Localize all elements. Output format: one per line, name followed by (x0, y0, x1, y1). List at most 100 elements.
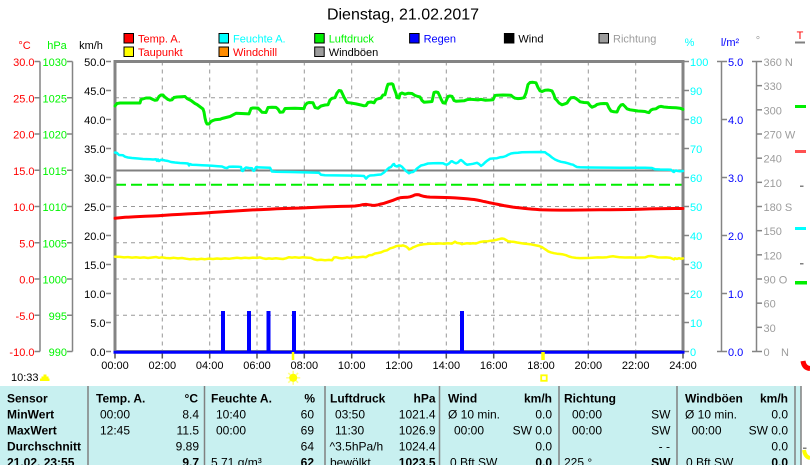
svg-text:9.7: 9.7 (182, 456, 199, 465)
svg-text:04:00: 04:00 (196, 360, 224, 372)
svg-text:9.89: 9.89 (176, 440, 200, 454)
svg-text:1026.9: 1026.9 (399, 424, 436, 438)
svg-text:50: 50 (690, 202, 702, 214)
svg-text:Wind: Wind (518, 34, 543, 46)
svg-text:Taupunkt: Taupunkt (138, 47, 183, 59)
svg-text:1030: 1030 (43, 57, 67, 69)
svg-text:30.0: 30.0 (84, 173, 105, 185)
svg-text:5.0: 5.0 (728, 57, 743, 69)
svg-text:180 S: 180 S (764, 202, 793, 214)
svg-text:20.0: 20.0 (13, 130, 34, 142)
svg-text:hPa: hPa (413, 392, 435, 406)
svg-text:Windböen: Windböen (329, 47, 379, 59)
svg-text:5.71 g/m³: 5.71 g/m³ (211, 456, 262, 465)
svg-text:330: 330 (764, 81, 782, 93)
svg-text:22:00: 22:00 (622, 360, 650, 372)
svg-text:2.0: 2.0 (728, 231, 743, 243)
svg-text:0.0: 0.0 (19, 275, 34, 287)
svg-text:10: 10 (690, 318, 702, 330)
svg-text:Feuchte A.: Feuchte A. (233, 34, 286, 46)
svg-text:Feuchte A.: Feuchte A. (211, 392, 272, 406)
svg-text:3.0: 3.0 (728, 173, 743, 185)
svg-text:10:40: 10:40 (216, 408, 246, 422)
svg-text:1.0: 1.0 (728, 289, 743, 301)
svg-text:00:00: 00:00 (572, 424, 602, 438)
svg-text:90: 90 (690, 86, 702, 98)
svg-text:20.0: 20.0 (84, 231, 105, 243)
svg-text:0: 0 (690, 347, 696, 359)
svg-text:1020: 1020 (43, 130, 67, 142)
svg-text:0: 0 (764, 347, 770, 359)
svg-text:00:00: 00:00 (692, 424, 722, 438)
svg-text:l/m²: l/m² (721, 37, 740, 49)
svg-text:16:00: 16:00 (480, 360, 508, 372)
svg-text:0.0: 0.0 (90, 347, 105, 359)
svg-text:SW: SW (651, 456, 671, 465)
svg-text:^3.5hPa/h: ^3.5hPa/h (330, 440, 384, 454)
svg-text:0.0: 0.0 (771, 440, 788, 454)
svg-text:1024.4: 1024.4 (399, 440, 436, 454)
svg-text:0.0: 0.0 (771, 456, 788, 465)
svg-text:1023.5: 1023.5 (399, 456, 436, 465)
svg-text:10.0: 10.0 (84, 289, 105, 301)
svg-text:990: 990 (49, 347, 67, 359)
svg-text:T: T (797, 30, 804, 42)
svg-text:bewölkt: bewölkt (330, 456, 371, 465)
svg-text:Temp. A.: Temp. A. (96, 392, 145, 406)
svg-text:300: 300 (764, 105, 782, 117)
svg-text:Windböen: Windböen (685, 392, 743, 406)
svg-text:30: 30 (764, 323, 776, 335)
svg-text:20: 20 (690, 289, 702, 301)
svg-text:MinWert: MinWert (7, 408, 54, 422)
svg-text:150: 150 (764, 226, 782, 238)
svg-text:Ø 10 min.: Ø 10 min. (685, 408, 737, 422)
svg-text:08:00: 08:00 (291, 360, 319, 372)
svg-text:45.0: 45.0 (84, 86, 105, 98)
svg-text:20:00: 20:00 (575, 360, 603, 372)
svg-text:225 °: 225 ° (564, 456, 592, 465)
svg-text:km/h: km/h (760, 392, 788, 406)
svg-text:11:30: 11:30 (335, 424, 364, 438)
svg-text:90 O: 90 O (764, 275, 788, 287)
svg-text:0 Bft SW: 0 Bft SW (450, 456, 498, 465)
svg-text:0.0: 0.0 (771, 408, 788, 422)
svg-text:24:00: 24:00 (669, 360, 697, 372)
svg-text:SW 0.0: SW 0.0 (513, 424, 553, 438)
svg-text:30.0: 30.0 (13, 57, 34, 69)
svg-text:Sensor: Sensor (7, 392, 48, 406)
svg-text:25.0: 25.0 (84, 202, 105, 214)
svg-text:06:00: 06:00 (243, 360, 271, 372)
svg-text:11.5: 11.5 (177, 424, 200, 438)
svg-text:10.0: 10.0 (13, 202, 34, 214)
svg-text:995: 995 (49, 311, 67, 323)
svg-text:240: 240 (764, 154, 782, 166)
svg-text:62: 62 (301, 456, 315, 465)
svg-text:Luftdruck: Luftdruck (329, 34, 375, 46)
svg-text:Dienstag, 21.02.2017: Dienstag, 21.02.2017 (327, 7, 479, 24)
svg-text:50.0: 50.0 (84, 57, 105, 69)
svg-text:40: 40 (690, 231, 702, 243)
svg-text:5.0: 5.0 (90, 318, 105, 330)
svg-text:Luftdruck: Luftdruck (330, 392, 386, 406)
svg-text:00:00: 00:00 (572, 408, 602, 422)
svg-text:60: 60 (764, 299, 776, 311)
svg-text:Regen: Regen (424, 34, 456, 46)
svg-text:5.0: 5.0 (19, 238, 34, 250)
svg-text:4.0: 4.0 (728, 115, 743, 127)
svg-text:60: 60 (301, 408, 315, 422)
svg-text:%: % (304, 392, 315, 406)
svg-text:-5.0: -5.0 (16, 311, 35, 323)
svg-text:- -: - - (659, 440, 670, 454)
svg-text:km/h: km/h (79, 40, 103, 52)
svg-text:Richtung: Richtung (613, 34, 656, 46)
svg-text:18:00: 18:00 (527, 360, 555, 372)
svg-text:SW: SW (651, 408, 671, 422)
svg-text:1025: 1025 (43, 93, 67, 105)
svg-text:00:00: 00:00 (101, 360, 129, 372)
svg-text:10:33: 10:33 (11, 372, 39, 384)
svg-text:30: 30 (690, 260, 702, 272)
svg-text:1021.4: 1021.4 (399, 408, 436, 422)
svg-text:12:00: 12:00 (385, 360, 413, 372)
svg-text:Durchschnitt: Durchschnitt (7, 440, 81, 454)
svg-text:Temp. A.: Temp. A. (138, 34, 181, 46)
